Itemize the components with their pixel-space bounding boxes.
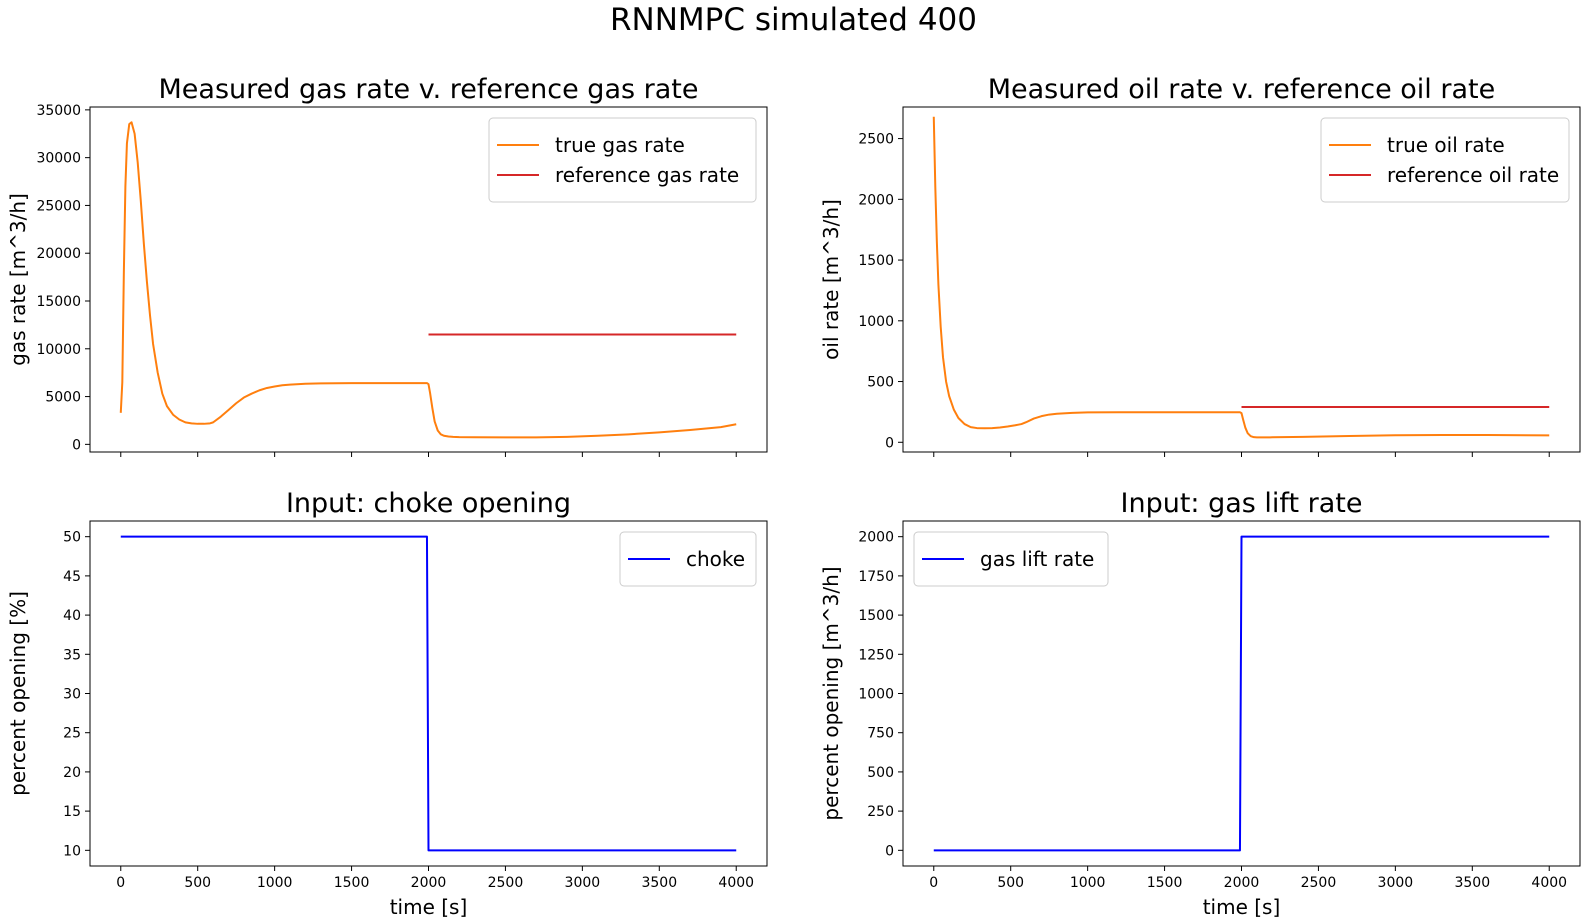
- series-line-1: [120, 535, 737, 852]
- chart-title: Measured gas rate v. reference gas rate: [159, 74, 699, 105]
- x-tick-label: 0: [929, 875, 938, 891]
- x-tick-label: 3000: [565, 875, 601, 891]
- legend-label: true gas rate: [555, 133, 685, 157]
- x-tick-label: 2000: [411, 875, 447, 891]
- chart-panel-2: Measured oil rate v. reference oil rate 0…: [819, 74, 1581, 457]
- y-tick-label: 15: [63, 804, 81, 820]
- x-tick-label: 3500: [641, 875, 677, 891]
- y-tick-label: 500: [867, 765, 894, 781]
- y-tick-label: 35: [63, 647, 81, 663]
- legend: true gas rate reference gas rate: [488, 117, 757, 203]
- y-tick-label: 1500: [858, 253, 894, 269]
- x-tick-label: 1000: [257, 875, 293, 891]
- x-tick-label: 500: [997, 875, 1024, 891]
- chart-panel-3: Input: choke opening 0 500 1000 1500 2000 2500…: [6, 488, 768, 919]
- legend: true oil rate reference oil rate: [1320, 117, 1570, 203]
- y-axis-label: percent opening [%]: [6, 591, 30, 796]
- x-tick-label: 4000: [1531, 875, 1567, 891]
- legend-box: [619, 531, 757, 587]
- x-tick-label: 1500: [334, 875, 370, 891]
- y-tick-label: 20000: [36, 246, 81, 262]
- series-line-1: [119, 121, 737, 439]
- x-tick-label: 500: [184, 875, 211, 891]
- y-tick-label: 0: [885, 843, 894, 859]
- y-tick-label: 1250: [858, 647, 894, 663]
- x-tick-label: 3000: [1378, 875, 1414, 891]
- series-line-1: [932, 116, 1550, 439]
- y-tick-label: 50: [63, 530, 81, 546]
- legend-box: [1320, 117, 1570, 203]
- y-tick-label: 1500: [858, 608, 894, 624]
- y-tick-label: 40: [63, 608, 81, 624]
- chart-title: Input: gas lift rate: [1121, 488, 1363, 519]
- y-tick-label: 45: [63, 569, 81, 585]
- y-tick-label: 10: [63, 843, 81, 859]
- y-tick-label: 25: [63, 726, 81, 742]
- x-tick-label: 2000: [1224, 875, 1260, 891]
- y-tick-label: 750: [867, 726, 894, 742]
- x-axis-label: time [s]: [390, 895, 468, 919]
- x-tick-label: 3500: [1454, 875, 1490, 891]
- y-tick-label: 20: [63, 765, 81, 781]
- figure-title: RNNMPC simulated 400: [609, 2, 977, 38]
- legend-box: [488, 117, 757, 203]
- x-tick-label: 0: [116, 875, 125, 891]
- y-tick-label: 1000: [858, 687, 894, 703]
- y-tick-label: 1000: [858, 314, 894, 330]
- legend-label: reference oil rate: [1387, 163, 1559, 187]
- y-tick-label: 0: [885, 435, 894, 451]
- y-tick-label: 2500: [858, 132, 894, 148]
- legend-label: reference gas rate: [555, 163, 739, 187]
- y-tick-label: 15000: [36, 294, 81, 310]
- legend-box: [913, 531, 1109, 587]
- chart-title: Input: choke opening: [286, 488, 571, 519]
- y-tick-label: 30000: [36, 151, 81, 167]
- chart-panel-1: Measured gas rate v. reference gas rate 0…: [6, 74, 768, 457]
- x-tick-label: 1000: [1070, 875, 1106, 891]
- chart-title: Measured oil rate v. reference oil rate: [988, 74, 1496, 105]
- y-tick-label: 10000: [36, 342, 81, 358]
- y-axis-label: gas rate [m^3/h]: [6, 193, 30, 366]
- y-tick-label: 250: [867, 804, 894, 820]
- y-tick-label: 35000: [36, 103, 81, 119]
- series-line-1: [933, 535, 1550, 852]
- legend-label: choke: [686, 547, 745, 571]
- y-tick-label: 5000: [45, 390, 81, 406]
- y-tick-label: 25000: [36, 198, 81, 214]
- legend-label: gas lift rate: [980, 547, 1094, 571]
- x-tick-label: 1500: [1147, 875, 1183, 891]
- y-tick-label: 2000: [858, 530, 894, 546]
- y-tick-label: 0: [72, 437, 81, 453]
- y-tick-label: 2000: [858, 192, 894, 208]
- x-tick-label: 2500: [1301, 875, 1337, 891]
- legend-label: true oil rate: [1387, 133, 1505, 157]
- y-axis-label: oil rate [m^3/h]: [819, 199, 843, 360]
- x-tick-label: 4000: [718, 875, 754, 891]
- legend: gas lift rate: [913, 531, 1109, 587]
- y-tick-label: 1750: [858, 569, 894, 585]
- legend: choke: [619, 531, 757, 587]
- y-tick-label: 30: [63, 687, 81, 703]
- x-tick-label: 2500: [488, 875, 524, 891]
- y-tick-label: 500: [867, 375, 894, 391]
- y-axis-label: percent opening [m^3/h]: [819, 566, 843, 820]
- x-axis-label: time [s]: [1203, 895, 1281, 919]
